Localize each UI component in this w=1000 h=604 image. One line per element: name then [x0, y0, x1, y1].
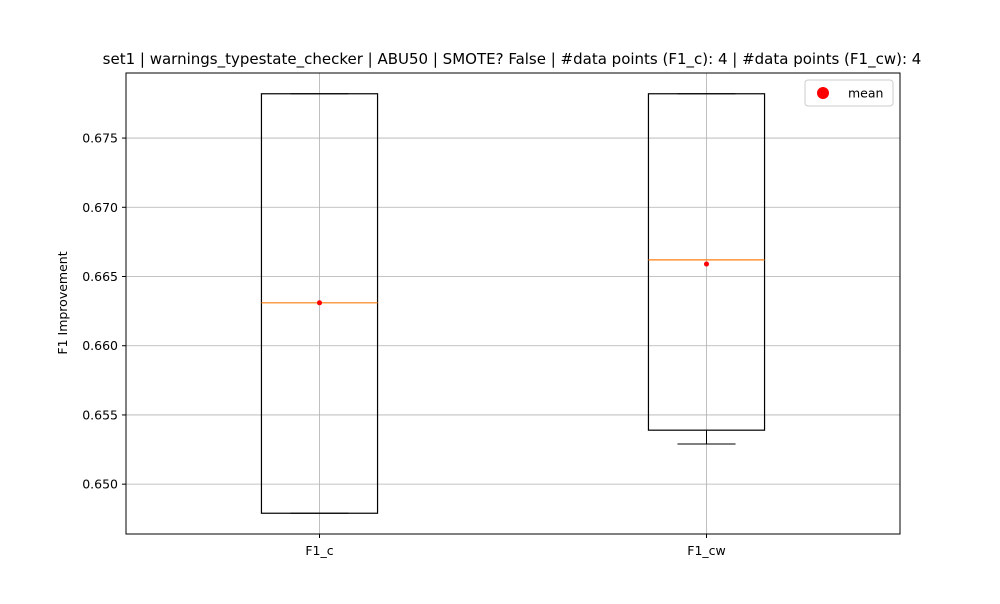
axes-layer: 0.650 0.655 0.660 0.665 0.670 0.675 F1_c F1_cw	[82, 72, 901, 558]
y-tick-label: 0.660	[82, 338, 118, 353]
legend-marker-mean	[817, 87, 829, 99]
x-tick-label: F1_c	[305, 543, 333, 558]
legend: mean	[804, 79, 894, 107]
box-iqr	[260, 93, 379, 514]
y-tick-label: 0.670	[82, 200, 118, 215]
means-layer	[317, 261, 709, 306]
y-tick-label: 0.655	[82, 407, 118, 422]
mean-point	[704, 261, 709, 267]
legend-box	[804, 79, 894, 107]
chart-title: set1 | warnings_typestate_checker | ABU5…	[103, 50, 922, 69]
y-axis-label: F1 Improvement	[55, 251, 70, 354]
x-tick-label: F1_cw	[687, 543, 726, 558]
grid-lines	[126, 73, 900, 534]
mean-point	[317, 300, 322, 306]
plot-frame	[125, 72, 901, 535]
box-iqr	[647, 93, 766, 431]
y-tick-label: 0.650	[82, 477, 118, 492]
y-tick-label: 0.675	[82, 131, 118, 146]
boxes-layer	[260, 93, 766, 514]
y-tick-label: 0.665	[82, 269, 118, 284]
legend-label: mean	[848, 86, 883, 101]
